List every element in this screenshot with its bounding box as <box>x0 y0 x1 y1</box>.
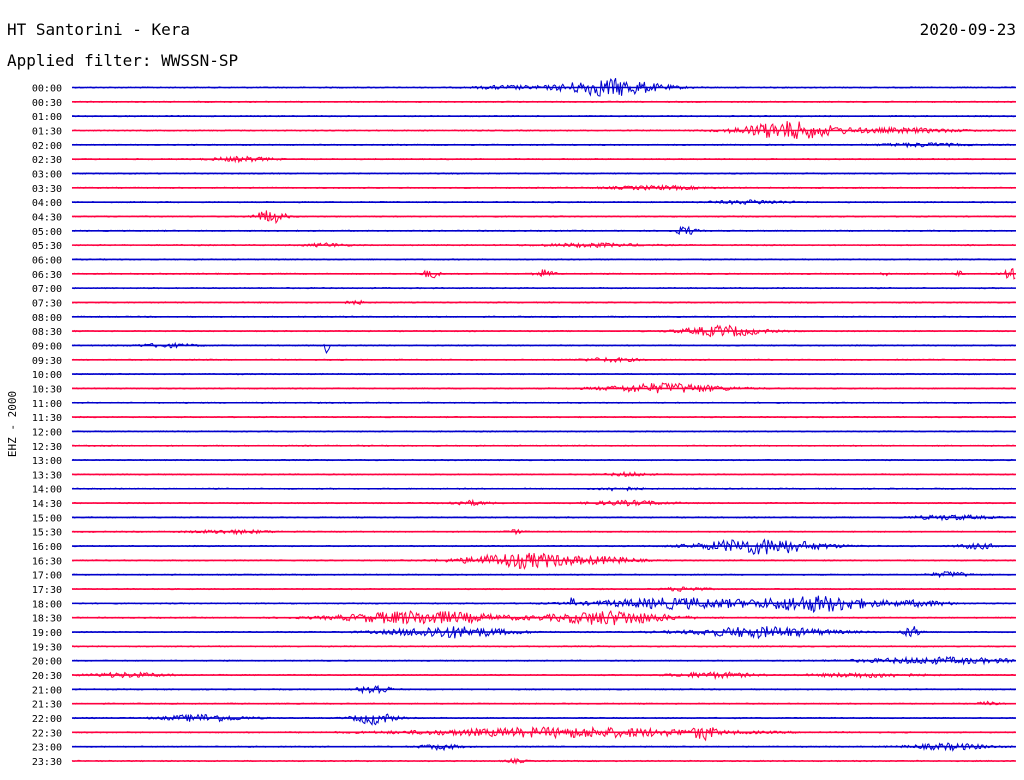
time-label: 14:30 <box>32 499 62 510</box>
time-label: 02:00 <box>32 141 62 152</box>
seismic-trace <box>71 538 1016 555</box>
time-label: 12:30 <box>32 442 62 453</box>
seismic-trace <box>71 713 1016 726</box>
time-label: 09:30 <box>32 356 62 367</box>
time-label: 03:00 <box>32 169 62 180</box>
time-label: 21:00 <box>32 685 62 696</box>
time-label: 18:30 <box>32 614 62 625</box>
time-label: 08:00 <box>32 313 62 324</box>
time-label: 15:30 <box>32 528 62 539</box>
time-label: 12:00 <box>32 427 62 438</box>
time-label: 13:00 <box>32 456 62 467</box>
time-label: 21:30 <box>32 700 62 711</box>
time-label: 01:00 <box>32 112 62 123</box>
time-label: 05:30 <box>32 241 62 252</box>
time-label: 14:00 <box>32 485 62 496</box>
time-label: 22:00 <box>32 714 62 725</box>
time-label: 06:00 <box>32 255 62 266</box>
time-label: 01:30 <box>32 126 62 137</box>
time-label: 07:00 <box>32 284 62 295</box>
seismic-trace <box>71 725 1016 742</box>
time-label: 16:30 <box>32 556 62 567</box>
date-title: 2020-09-23 <box>919 20 1016 39</box>
time-label: 03:30 <box>32 184 62 195</box>
time-label: 23:00 <box>32 743 62 754</box>
time-label: 17:30 <box>32 585 62 596</box>
time-label: 16:00 <box>32 542 62 553</box>
time-label: 08:30 <box>32 327 62 338</box>
time-label: 23:30 <box>32 757 62 768</box>
time-label: 15:00 <box>32 513 62 524</box>
time-label: 11:00 <box>32 399 62 410</box>
time-label: 09:00 <box>32 341 62 352</box>
time-label: 11:30 <box>32 413 62 424</box>
time-label: 04:30 <box>32 212 62 223</box>
time-label: 13:30 <box>32 470 62 481</box>
time-label: 04:00 <box>32 198 62 209</box>
channel-label: EHZ - 2000 <box>6 391 19 457</box>
time-label: 00:30 <box>32 98 62 109</box>
time-labels: 00:00 00:30 01:00 01:30 02:00 02:30 03:00 03:30… <box>32 84 62 769</box>
filter-label: Applied filter: WWSSN-SP <box>7 51 239 70</box>
time-label: 06:30 <box>32 270 62 281</box>
station-title: HT Santorini - Kera <box>7 20 191 39</box>
time-label: 19:00 <box>32 628 62 639</box>
time-label: 20:30 <box>32 671 62 682</box>
time-label: 19:30 <box>32 642 62 653</box>
time-label: 22:30 <box>32 728 62 739</box>
time-label: 05:00 <box>32 227 62 238</box>
time-label: 07:30 <box>32 298 62 309</box>
time-label: 10:30 <box>32 384 62 395</box>
time-label: 17:00 <box>32 571 62 582</box>
time-label: 02:30 <box>32 155 62 166</box>
time-label: 20:00 <box>32 657 62 668</box>
time-label: 18:00 <box>32 599 62 610</box>
time-label: 10:00 <box>32 370 62 381</box>
time-label: 00:00 <box>32 84 62 95</box>
seismic-traces <box>71 77 1016 765</box>
